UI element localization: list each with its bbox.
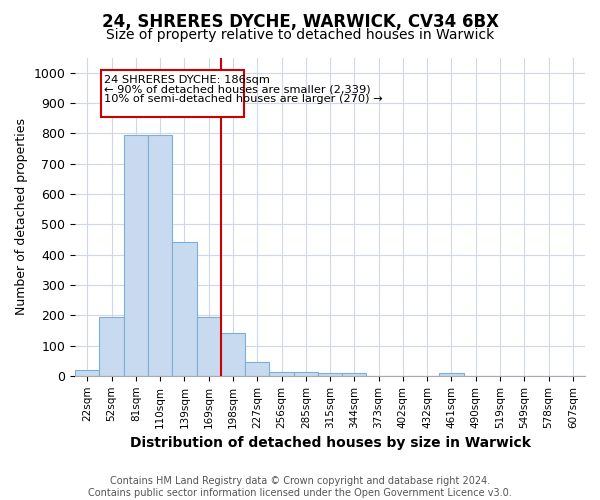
Bar bbox=[439, 374, 464, 376]
Text: ← 90% of detached houses are smaller (2,339): ← 90% of detached houses are smaller (2,… bbox=[104, 85, 370, 95]
Bar bbox=[197, 318, 221, 376]
Text: Contains HM Land Registry data © Crown copyright and database right 2024.
Contai: Contains HM Land Registry data © Crown c… bbox=[88, 476, 512, 498]
Bar bbox=[269, 372, 293, 376]
FancyBboxPatch shape bbox=[101, 70, 244, 116]
Bar bbox=[75, 370, 100, 376]
Bar bbox=[293, 372, 318, 376]
Bar bbox=[221, 334, 245, 376]
Bar bbox=[100, 318, 124, 376]
Text: 24, SHRERES DYCHE, WARWICK, CV34 6BX: 24, SHRERES DYCHE, WARWICK, CV34 6BX bbox=[101, 12, 499, 30]
Bar bbox=[318, 373, 342, 376]
Bar bbox=[245, 362, 269, 376]
Bar bbox=[124, 136, 148, 376]
X-axis label: Distribution of detached houses by size in Warwick: Distribution of detached houses by size … bbox=[130, 436, 530, 450]
Y-axis label: Number of detached properties: Number of detached properties bbox=[15, 118, 28, 315]
Bar bbox=[342, 373, 367, 376]
Text: Size of property relative to detached houses in Warwick: Size of property relative to detached ho… bbox=[106, 28, 494, 42]
Bar bbox=[172, 242, 197, 376]
Text: 10% of semi-detached houses are larger (270) →: 10% of semi-detached houses are larger (… bbox=[104, 94, 382, 104]
Text: 24 SHRERES DYCHE: 186sqm: 24 SHRERES DYCHE: 186sqm bbox=[104, 75, 269, 85]
Bar bbox=[148, 136, 172, 376]
